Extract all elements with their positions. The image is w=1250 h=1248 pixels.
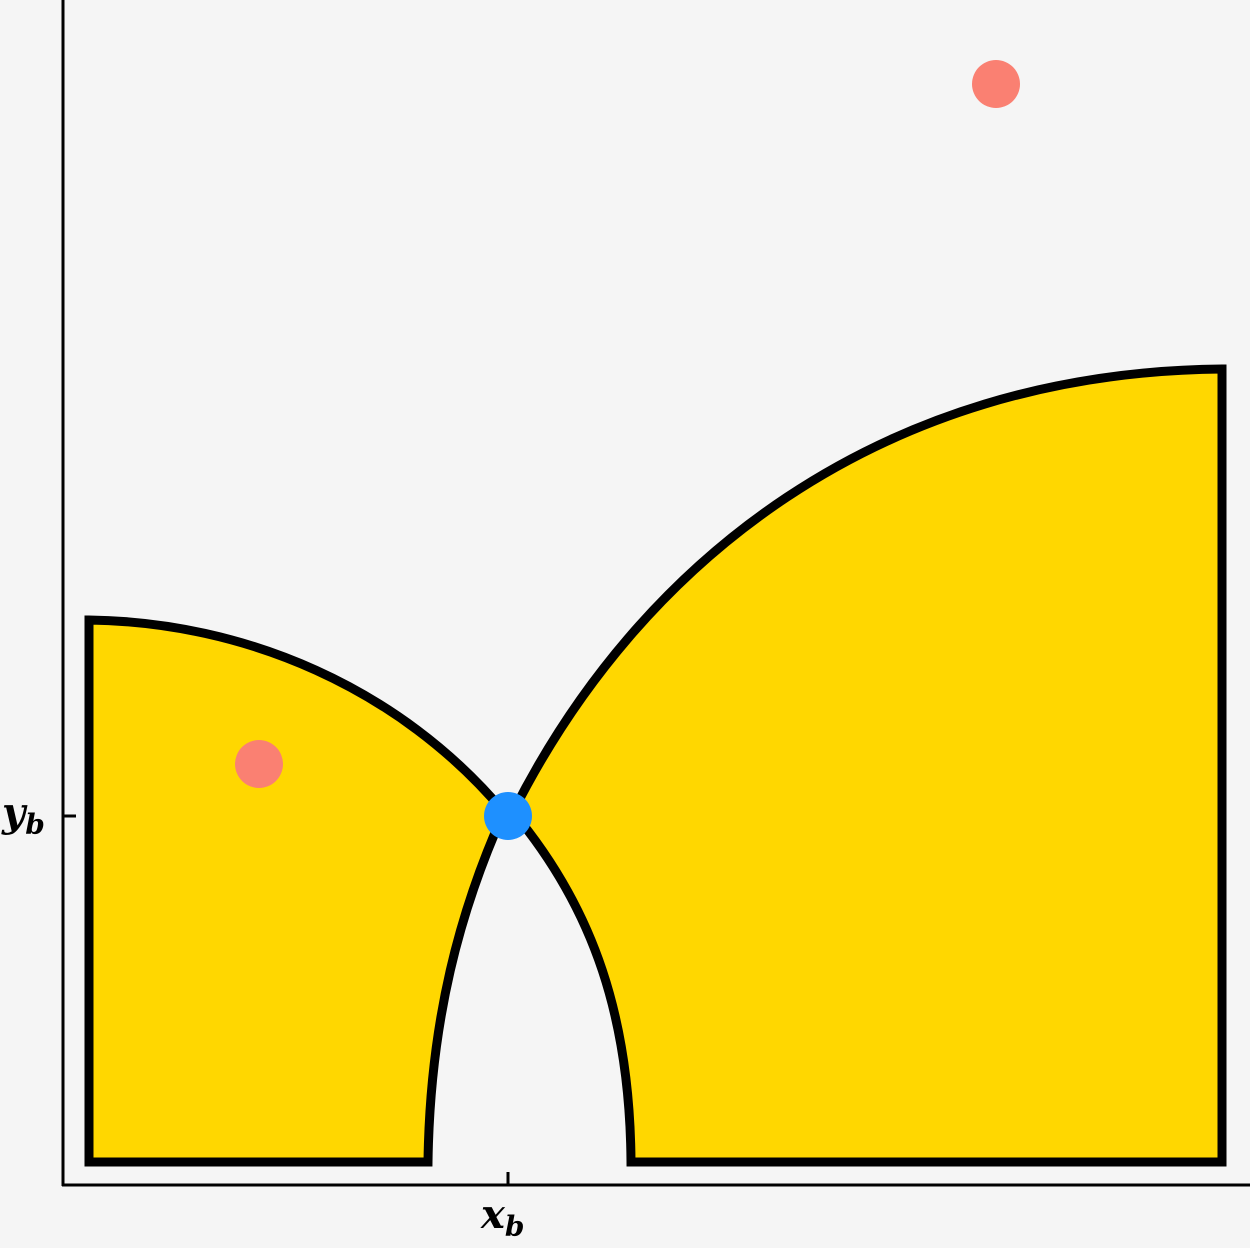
left-region (84, 615, 510, 1167)
marker-point-lower-left (235, 740, 283, 788)
right-region (507, 364, 1227, 1167)
y-tick-label: yb (1, 789, 45, 841)
marker-point-upper-right (972, 60, 1020, 108)
x-tick-label: xb (480, 1191, 524, 1243)
intersection-point (484, 792, 532, 840)
